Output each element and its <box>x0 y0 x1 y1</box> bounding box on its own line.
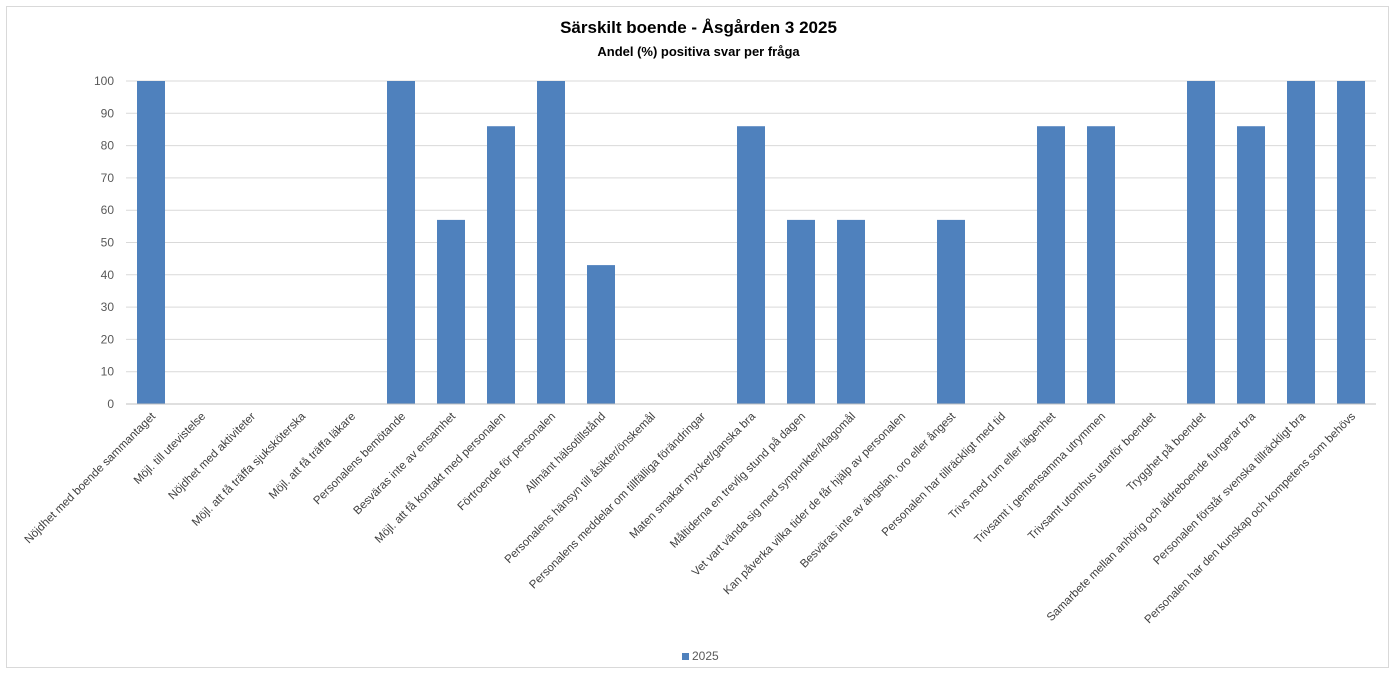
bars <box>137 81 1365 404</box>
y-tick-label: 70 <box>101 171 115 185</box>
y-tick-label: 0 <box>107 397 114 411</box>
legend-label: 2025 <box>692 649 719 663</box>
legend: 2025 <box>682 649 719 663</box>
x-category-label: Kan påverka vilka tider de får hjälp av … <box>722 411 909 598</box>
bar <box>137 81 165 404</box>
y-tick-label: 20 <box>101 332 115 346</box>
y-tick-label: 100 <box>94 74 114 88</box>
x-category-label: Nöjdhet med aktiviteter <box>166 411 258 503</box>
bar <box>1287 81 1315 404</box>
y-tick-label: 30 <box>101 300 115 314</box>
legend-swatch <box>682 652 689 660</box>
x-category-label: Möjl. att få träffa läkare <box>267 411 358 502</box>
x-category-label: Förtroende för personalen <box>456 411 559 514</box>
y-tick-label: 90 <box>101 106 115 120</box>
bar <box>437 219 465 404</box>
bar <box>587 265 615 404</box>
bar <box>537 81 565 404</box>
bar <box>737 126 765 404</box>
bar <box>1337 81 1365 404</box>
chart-title: Särskilt boende - Åsgården 3 2025 <box>560 18 837 37</box>
bar <box>387 81 415 404</box>
bar <box>787 219 815 404</box>
x-category-label: Besväras inte av ensamhet <box>352 410 459 517</box>
x-category-label: Trivs med rum eller lägenhet <box>947 410 1059 522</box>
y-axis-ticks: 0 10 20 30 40 50 60 70 80 90 100 <box>94 74 114 411</box>
y-tick-label: 50 <box>101 236 115 250</box>
y-tick-label: 80 <box>101 139 115 153</box>
chart-frame <box>6 6 1389 668</box>
bar <box>1037 126 1065 404</box>
x-category-label: Personalens meddelar om tillfälliga förä… <box>527 411 708 592</box>
bar <box>1237 126 1265 404</box>
y-tick-label: 60 <box>101 203 115 217</box>
bar <box>1187 81 1215 404</box>
x-category-label: Personalens bemötande <box>311 411 408 508</box>
bar <box>487 126 515 404</box>
chart-subtitle: Andel (%) positiva svar per fråga <box>597 44 800 59</box>
bar <box>837 219 865 404</box>
bar <box>937 219 965 404</box>
y-tick-label: 10 <box>101 365 115 379</box>
y-tick-label: 40 <box>101 268 115 282</box>
bar <box>1087 126 1115 404</box>
